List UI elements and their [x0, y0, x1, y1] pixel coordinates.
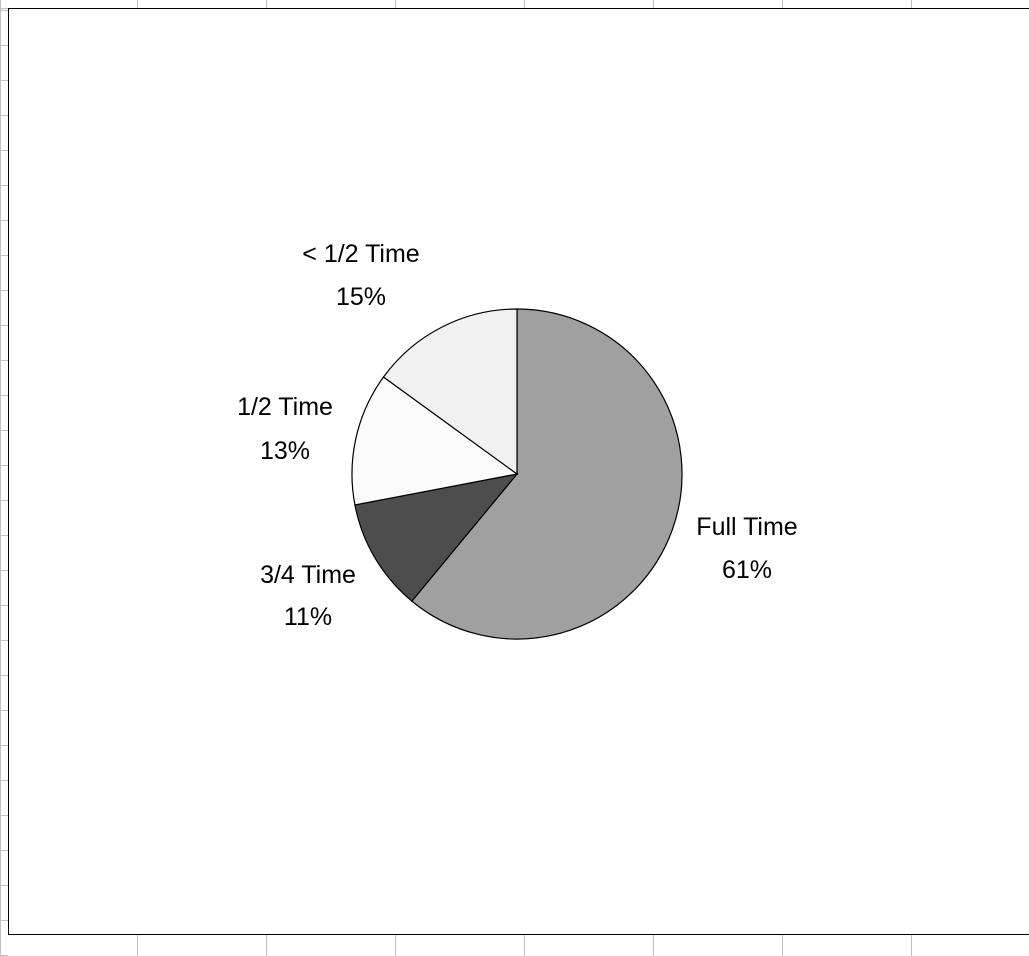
pie-slice-full-time — [410, 308, 683, 640]
pie-slice-3-4-time — [354, 473, 519, 602]
data-labels: Full Time 61% 3/4 Time 11% 1/2 Time 13% < 1/2 … — [237, 240, 798, 631]
slice-percent-label: 61% — [722, 556, 772, 584]
slice-category-label: 1/2 Time — [237, 393, 333, 421]
slice-percent-label: 13% — [260, 437, 310, 465]
pie-slice-1-2-time — [351, 376, 519, 506]
slice-percent-label: 11% — [284, 603, 332, 631]
slice-category-label: 3/4 Time — [260, 561, 356, 589]
pie-slices — [351, 308, 683, 640]
slice-category-label: < 1/2 Time — [302, 240, 419, 268]
slice-percent-label: 15% — [336, 283, 386, 311]
slice-category-label: Full Time — [696, 513, 797, 541]
pie-slice-1-2-time — [382, 308, 518, 476]
